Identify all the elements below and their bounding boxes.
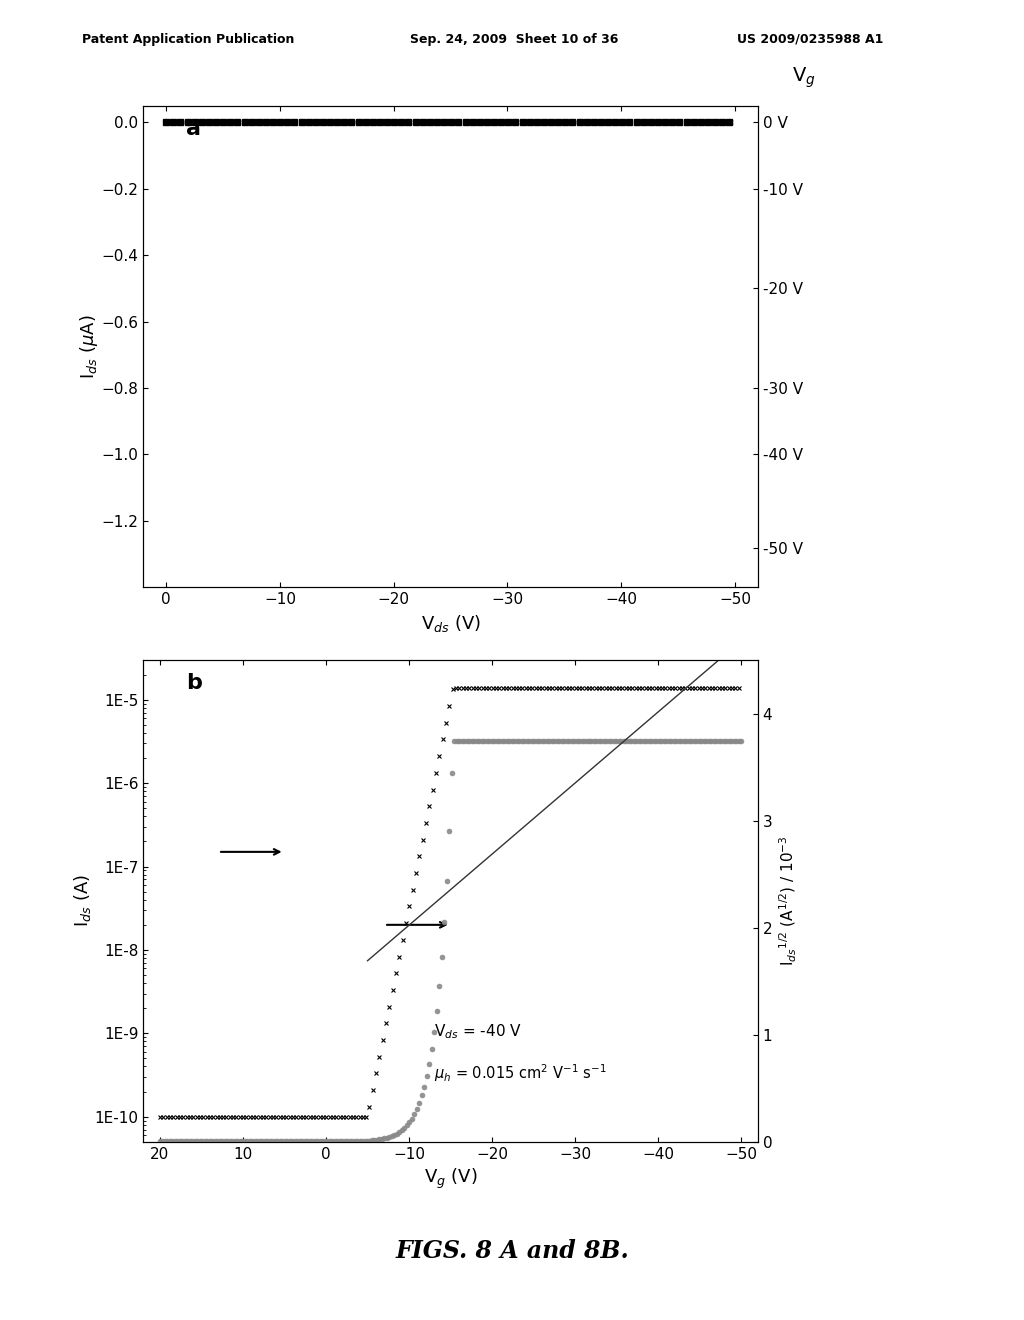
Y-axis label: I$_{ds}$ ($\mu$A): I$_{ds}$ ($\mu$A): [78, 314, 100, 379]
Y-axis label: I$_{ds}$$^{1/2}$ (A$^{1/2}$) / 10$^{-3}$: I$_{ds}$$^{1/2}$ (A$^{1/2}$) / 10$^{-3}$: [778, 836, 799, 966]
X-axis label: V$_{ds}$ (V): V$_{ds}$ (V): [421, 612, 480, 634]
Text: V$_g$: V$_g$: [792, 65, 816, 90]
Text: Sep. 24, 2009  Sheet 10 of 36: Sep. 24, 2009 Sheet 10 of 36: [410, 33, 617, 46]
Text: $\mu_h$ = 0.015 cm$^2$ V$^{-1}$ s$^{-1}$: $\mu_h$ = 0.015 cm$^2$ V$^{-1}$ s$^{-1}$: [434, 1061, 606, 1084]
Text: a: a: [186, 119, 202, 139]
X-axis label: V$_g$ (V): V$_g$ (V): [424, 1167, 477, 1192]
Text: V$_{ds}$ = -40 V: V$_{ds}$ = -40 V: [434, 1023, 522, 1041]
Y-axis label: I$_{ds}$ (A): I$_{ds}$ (A): [72, 874, 93, 928]
Text: FIGS. 8 A and 8B.: FIGS. 8 A and 8B.: [395, 1239, 629, 1263]
Text: b: b: [186, 673, 203, 693]
Text: US 2009/0235988 A1: US 2009/0235988 A1: [737, 33, 884, 46]
Text: Patent Application Publication: Patent Application Publication: [82, 33, 294, 46]
